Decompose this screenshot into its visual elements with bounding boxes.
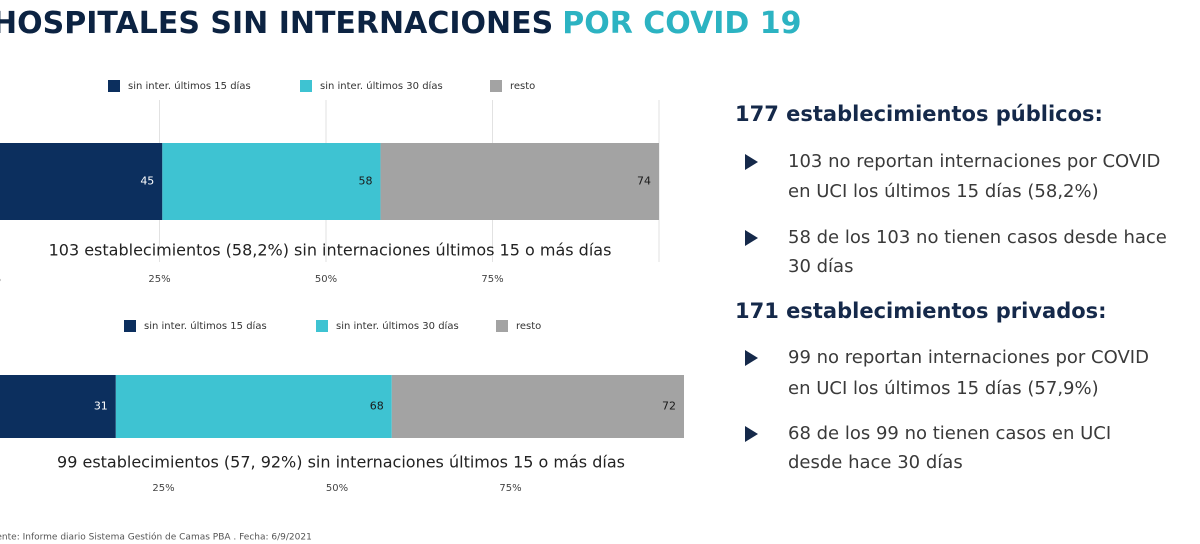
bar-segment: [0, 375, 116, 438]
data-label: 72: [662, 400, 676, 413]
bullet-text: 58 de los 103 no tienen casos desde hace: [788, 227, 1167, 248]
legend-swatch: [300, 80, 312, 92]
chart-caption: 103 establecimientos (58,2%) sin interna…: [49, 241, 612, 260]
legend-swatch: [496, 320, 508, 332]
bullet: [745, 426, 758, 442]
title-main: HOSPITALES SIN INTERNACIONES: [0, 6, 553, 41]
data-label: 31: [94, 400, 108, 413]
bullet-text: en UCI los últimos 15 días (58,2%): [788, 181, 1099, 202]
bullet-text: desde hace 30 días: [788, 452, 963, 473]
legend-swatch: [316, 320, 328, 332]
legend-swatch: [490, 80, 502, 92]
panel-heading: 171 establecimientos privados:: [735, 299, 1107, 323]
bullet-text: 103 no reportan internaciones por COVID: [788, 151, 1160, 172]
bar-segment: [0, 143, 163, 220]
title-accent: POR COVID 19: [562, 6, 801, 41]
data-label: 68: [370, 400, 384, 413]
x-tick-label: 75%: [499, 483, 521, 494]
x-tick-label: 25%: [152, 483, 174, 494]
x-tick-label: 75%: [481, 274, 503, 285]
bullet-text: 30 días: [788, 256, 853, 277]
bullet-text: 99 no reportan internaciones por COVID: [788, 347, 1149, 368]
legend-label: sin inter. últimos 30 días: [320, 80, 443, 92]
panel-heading: 177 establecimientos públicos:: [735, 102, 1103, 126]
legend-label: resto: [516, 321, 541, 332]
bullet: [745, 154, 758, 170]
x-tick-label: 0%: [0, 274, 1, 285]
bar-segment: [162, 143, 381, 220]
legend-label: sin inter. últimos 15 días: [128, 80, 251, 92]
title: HOSPITALES SIN INTERNACIONES POR COVID 19: [0, 6, 801, 41]
bullet: [745, 350, 758, 366]
legend-label: resto: [510, 81, 535, 92]
legend-label: sin inter. últimos 15 días: [144, 320, 267, 332]
bar-segment: [391, 375, 684, 438]
legend-swatch: [108, 80, 120, 92]
data-label: 58: [359, 175, 373, 188]
x-tick-label: 50%: [326, 483, 348, 494]
bar-segment: [115, 375, 392, 438]
bar-segment: [380, 143, 659, 220]
x-tick-label: 25%: [148, 274, 170, 285]
bullet-text: 68 de los 99 no tienen casos en UCI: [788, 423, 1111, 444]
source: Fuente: Informe diario Sistema Gestión d…: [0, 532, 312, 543]
bullet-text: en UCI los últimos 15 días (57,9%): [788, 378, 1099, 399]
chart-caption: 99 establecimientos (57, 92%) sin intern…: [57, 453, 625, 472]
bullet: [745, 230, 758, 246]
legend-label: sin inter. últimos 30 días: [336, 320, 459, 332]
x-tick-label: 50%: [315, 274, 337, 285]
data-label: 45: [140, 175, 154, 188]
legend-swatch: [124, 320, 136, 332]
data-label: 74: [637, 175, 651, 188]
